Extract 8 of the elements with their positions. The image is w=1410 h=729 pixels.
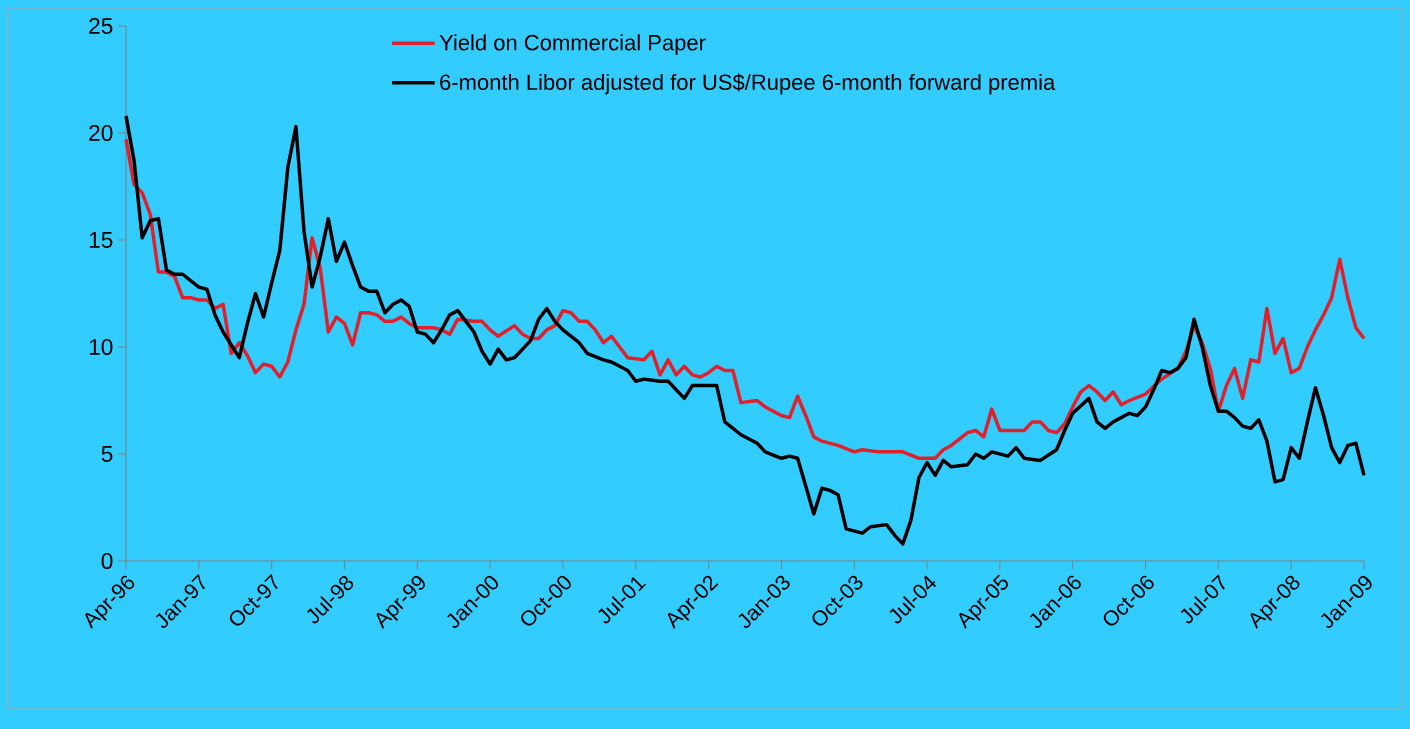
- y-tick-label: 10: [89, 338, 113, 356]
- y-tick-label: 5: [101, 446, 113, 462]
- y-tick-label: 0: [101, 552, 113, 570]
- y-tick-label: 15: [89, 232, 113, 248]
- legend-label: Yield on Commercial Paper: [439, 34, 706, 55]
- legend-label: 6-month Libor adjusted for US$/Rupee 6-month forward premia: [440, 73, 1056, 95]
- y-tick-label: 25: [89, 17, 113, 35]
- y-tick-label: 20: [89, 124, 113, 142]
